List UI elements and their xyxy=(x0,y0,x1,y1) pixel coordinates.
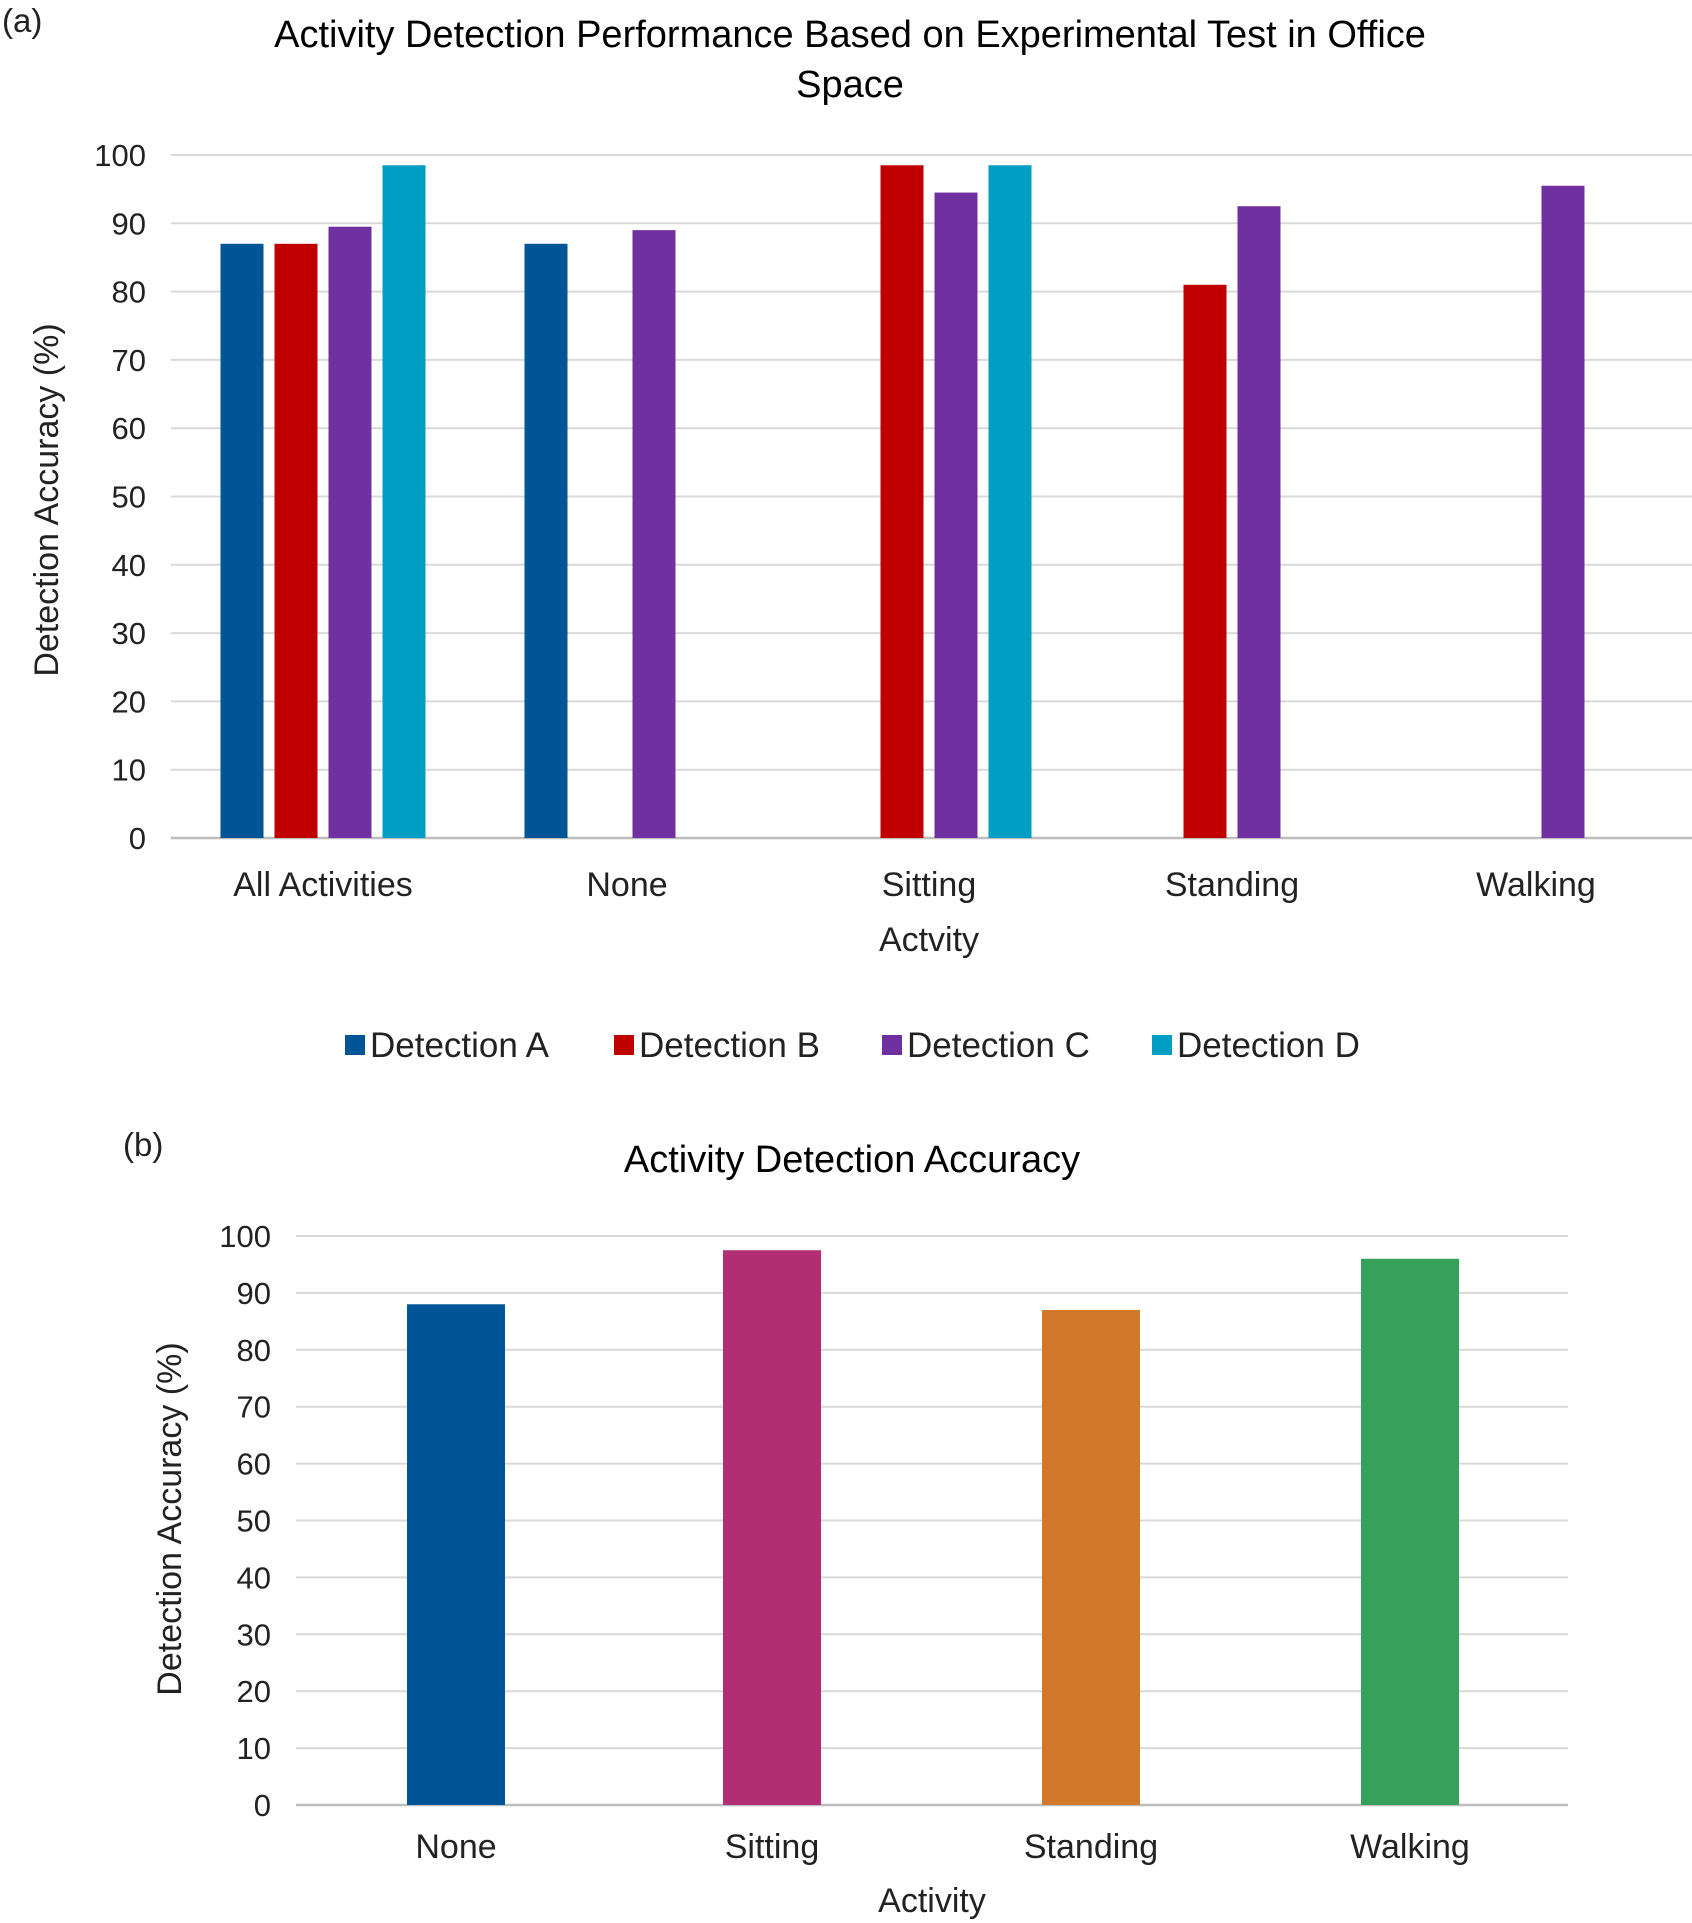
panel-a-title-line-2: Space xyxy=(796,64,904,106)
y-tick-label: 70 xyxy=(237,1390,271,1425)
legend-item-detection-c: Detection C xyxy=(882,1026,1090,1065)
panel-a-category-labels: All Activities None Sitting Standing Walking xyxy=(233,866,1596,904)
panel-a: (a) Activity Detection Performance Based… xyxy=(2,2,1692,1065)
legend-label: Detection B xyxy=(639,1026,820,1065)
y-tick-label: 50 xyxy=(112,480,146,515)
panel-a-y-axis-title: Detection Accuracy (%) xyxy=(28,323,66,676)
y-tick-label: 90 xyxy=(237,1276,271,1311)
panel-b-title: Activity Detection Accuracy xyxy=(624,1139,1080,1181)
x-category-label: Sitting xyxy=(725,1828,820,1866)
bar-detection-b-standing xyxy=(1183,284,1227,838)
y-tick-label: 10 xyxy=(237,1731,271,1766)
panel-a-bars xyxy=(220,165,1585,839)
bar-detection-a-none xyxy=(524,243,568,839)
bar-none xyxy=(407,1304,505,1805)
bar-detection-c-sitting xyxy=(934,192,978,838)
y-tick-label: 100 xyxy=(219,1219,271,1254)
x-category-label: Sitting xyxy=(882,866,977,904)
x-category-label: Walking xyxy=(1350,1828,1470,1866)
legend-swatch xyxy=(882,1035,902,1055)
bar-detection-d-all-activities xyxy=(382,165,426,838)
y-tick-label: 30 xyxy=(112,616,146,651)
panel-b-y-tick-labels: 0 10 20 30 40 50 60 70 80 90 100 xyxy=(219,1219,271,1823)
x-category-label: Standing xyxy=(1024,1828,1158,1866)
bar-detection-d-sitting xyxy=(988,165,1032,838)
y-tick-label: 20 xyxy=(112,684,146,719)
y-tick-label: 40 xyxy=(112,548,146,583)
y-tick-label: 80 xyxy=(112,275,146,310)
y-tick-label: 90 xyxy=(112,206,146,241)
panel-b-gridlines xyxy=(296,1235,1568,1807)
y-tick-label: 20 xyxy=(237,1674,271,1709)
bar-detection-b-sitting xyxy=(880,165,924,838)
y-tick-label: 50 xyxy=(237,1504,271,1539)
bar-detection-c-all-activities xyxy=(328,226,372,839)
legend-label: Detection C xyxy=(907,1026,1090,1065)
panel-b-category-labels: None Sitting Standing Walking xyxy=(415,1828,1469,1866)
bar-detection-a-all-activities xyxy=(220,243,264,839)
panel-b-y-axis-title: Detection Accuracy (%) xyxy=(151,1342,189,1695)
legend-item-detection-a: Detection A xyxy=(345,1026,550,1065)
legend-swatch xyxy=(345,1035,365,1055)
legend-item-detection-d: Detection D xyxy=(1152,1026,1360,1065)
x-category-label: None xyxy=(586,866,667,904)
bar-sitting xyxy=(723,1250,821,1805)
y-tick-label: 0 xyxy=(254,1788,271,1823)
legend-item-detection-b: Detection B xyxy=(614,1026,820,1065)
y-tick-label: 10 xyxy=(112,753,146,788)
bar-detection-c-none xyxy=(632,230,676,838)
bar-detection-b-all-activities xyxy=(274,243,318,839)
panel-a-legend: Detection A Detection B Detection C Detecti… xyxy=(345,1026,1360,1065)
x-category-label: Standing xyxy=(1165,866,1299,904)
panel-b-label: (b) xyxy=(123,1126,163,1163)
panel-a-title-line-1: Activity Detection Performance Based on … xyxy=(274,14,1426,56)
legend-swatch xyxy=(1152,1035,1172,1055)
panel-a-y-tick-labels: 0 10 20 30 40 50 60 70 80 90 100 xyxy=(94,138,146,856)
x-category-label: All Activities xyxy=(233,866,413,904)
legend-label: Detection D xyxy=(1177,1026,1360,1065)
x-category-label: None xyxy=(415,1828,496,1866)
y-tick-label: 80 xyxy=(237,1333,271,1368)
bar-standing xyxy=(1042,1309,1140,1805)
y-tick-label: 60 xyxy=(112,411,146,446)
legend-swatch xyxy=(614,1035,634,1055)
panel-b: (b) Activity Detection Accuracy 0 10 20 30 4… xyxy=(123,1126,1568,1920)
y-tick-label: 40 xyxy=(237,1560,271,1595)
panel-b-x-axis-title: Activity xyxy=(878,1882,986,1920)
y-tick-label: 0 xyxy=(129,821,146,856)
bar-walking xyxy=(1361,1258,1459,1805)
legend-label: Detection A xyxy=(370,1026,550,1065)
x-category-label: Walking xyxy=(1476,866,1596,904)
bar-detection-c-standing xyxy=(1237,206,1281,839)
y-tick-label: 30 xyxy=(237,1617,271,1652)
bar-detection-c-walking xyxy=(1541,185,1585,839)
y-tick-label: 100 xyxy=(94,138,146,173)
y-tick-label: 60 xyxy=(237,1447,271,1482)
panel-a-x-axis-title: Actvity xyxy=(879,921,979,959)
y-tick-label: 70 xyxy=(112,343,146,378)
panel-b-bars xyxy=(407,1250,1459,1805)
panel-a-label: (a) xyxy=(2,2,42,39)
